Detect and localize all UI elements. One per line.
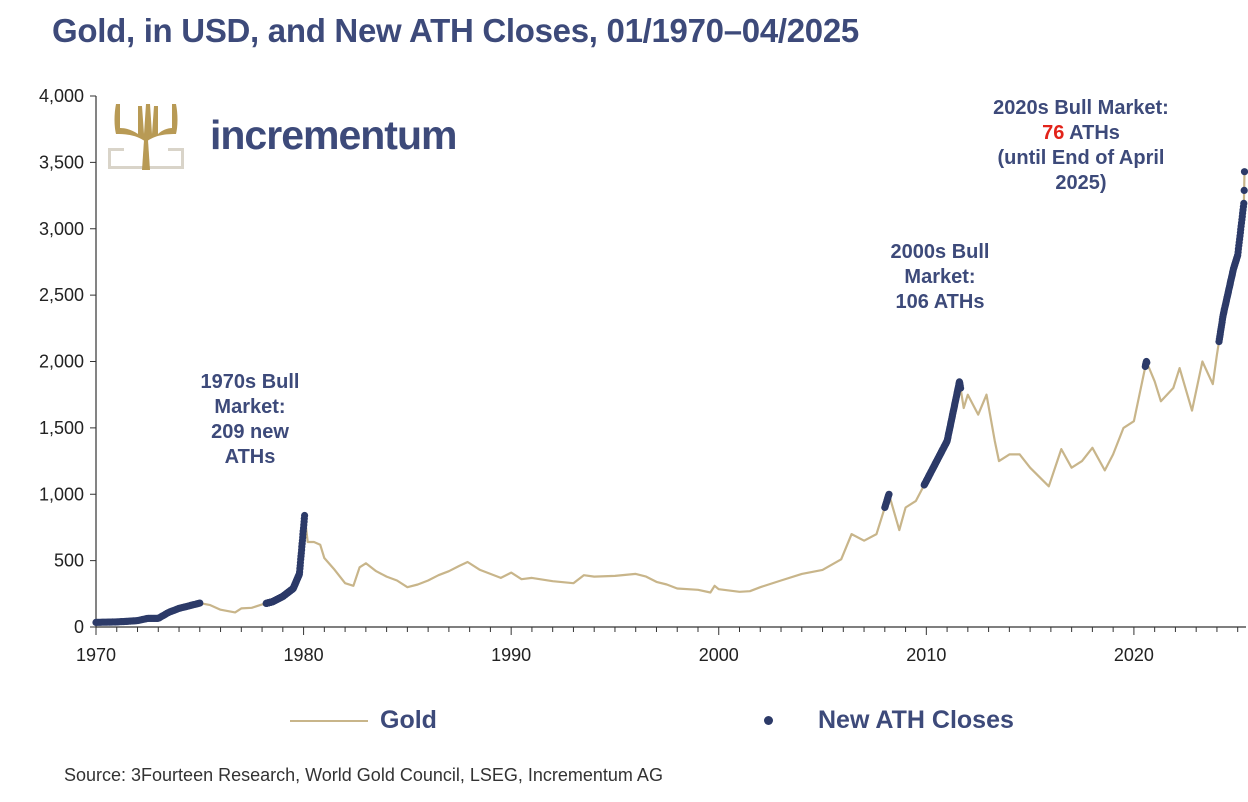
x-tick-label: 1970 xyxy=(76,645,116,665)
source-note: Source: 3Fourteen Research, World Gold C… xyxy=(64,765,663,785)
ath-point xyxy=(196,599,204,607)
x-tick-label: 2020 xyxy=(1114,645,1154,665)
y-tick-label: 4,000 xyxy=(39,86,84,106)
x-tick-label: 1990 xyxy=(491,645,531,665)
legend-gold-label: Gold xyxy=(380,706,437,734)
x-tick-label: 2000 xyxy=(699,645,739,665)
annotation-2020s-line: 76 ATHs xyxy=(948,121,1214,146)
brand-logo-text: incrementum xyxy=(210,112,457,158)
annotation-1970s-line: 1970s Bull xyxy=(200,371,300,393)
chart-plot: 0 500 1,000 1,500 2,000 2,500 3,000 3,500 4,000 1… xyxy=(39,86,1248,665)
legend-gold-line-swatch xyxy=(290,720,368,722)
ath-point xyxy=(1240,199,1248,207)
y-tick-label: 1,500 xyxy=(39,418,84,438)
ath-point xyxy=(1240,168,1248,176)
annotation-2020s-line: 2025) xyxy=(1055,172,1107,194)
annotation-1970s-line: Market: xyxy=(214,396,286,418)
tree-logo-icon xyxy=(108,100,184,177)
y-tick-label: 2,000 xyxy=(39,352,84,372)
y-tick-label: 3,500 xyxy=(39,152,84,172)
ath-point xyxy=(301,511,309,520)
annotation-2000s-line: 106 ATHs xyxy=(895,291,985,313)
y-tick-label: 0 xyxy=(74,617,84,637)
annotation-1970s: 1970s Bull Market: 209 new ATHs xyxy=(155,370,345,470)
x-tick-label: 1980 xyxy=(284,645,324,665)
annotation-2000s-line: Market: xyxy=(904,266,976,288)
ath-point xyxy=(1143,358,1151,367)
annotation-1970s-line: ATHs xyxy=(224,446,276,468)
ath-point xyxy=(885,490,893,498)
legend-ath-label: New ATH Closes xyxy=(818,706,1014,734)
annotation-2020s-suffix: ATHs xyxy=(1064,122,1120,144)
x-tick-label: 2010 xyxy=(906,645,946,665)
annotation-2020s: 2020s Bull Market: 76 ATHs (until End of… xyxy=(948,96,1214,196)
chart-title: Gold, in USD, and New ATH Closes, 01/197… xyxy=(52,12,859,49)
ath-point xyxy=(957,384,965,392)
ath-point xyxy=(1240,186,1248,194)
annotation-2020s-line: (until End of April xyxy=(997,147,1165,169)
annotation-2020s-count: 76 xyxy=(1042,122,1065,144)
annotation-2000s-line: 2000s Bull xyxy=(890,241,990,263)
chart-legend: Gold New ATH Closes xyxy=(0,700,1248,740)
annotation-2000s: 2000s Bull Market: 106 ATHs xyxy=(840,240,1040,315)
y-tick-label: 2,500 xyxy=(39,285,84,305)
y-tick-label: 500 xyxy=(54,551,84,571)
y-tick-label: 3,000 xyxy=(39,219,84,239)
annotation-1970s-line: 209 new xyxy=(211,421,289,443)
annotation-2020s-line: 2020s Bull Market: xyxy=(993,97,1169,119)
legend-ath-dot-swatch xyxy=(764,716,773,725)
y-tick-label: 1,000 xyxy=(39,484,84,504)
